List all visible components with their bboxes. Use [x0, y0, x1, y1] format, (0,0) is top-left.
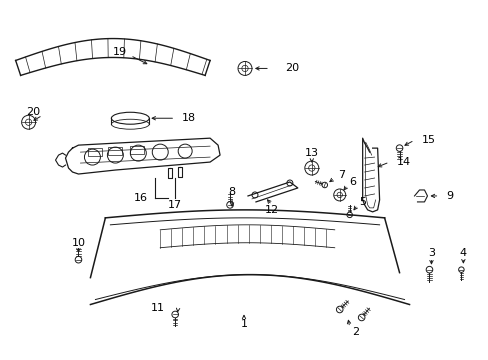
Text: 2: 2 [351, 327, 358, 337]
Text: 5: 5 [359, 197, 366, 207]
Text: 20: 20 [26, 107, 41, 117]
Text: 20: 20 [285, 63, 298, 73]
Text: 10: 10 [71, 238, 85, 248]
Text: 1: 1 [240, 319, 247, 329]
Text: 16: 16 [134, 193, 148, 203]
Text: 14: 14 [396, 157, 410, 167]
Text: 15: 15 [421, 135, 435, 145]
Text: 8: 8 [228, 187, 235, 197]
Text: 4: 4 [459, 248, 466, 258]
Text: 13: 13 [304, 148, 318, 158]
Text: 11: 11 [151, 302, 165, 312]
Text: 7: 7 [337, 170, 344, 180]
Text: 3: 3 [427, 248, 434, 258]
Text: 9: 9 [446, 191, 453, 201]
Text: 17: 17 [168, 200, 182, 210]
Text: 19: 19 [113, 48, 127, 58]
Text: 18: 18 [182, 113, 196, 123]
Text: 12: 12 [264, 205, 279, 215]
Text: 6: 6 [349, 177, 356, 187]
